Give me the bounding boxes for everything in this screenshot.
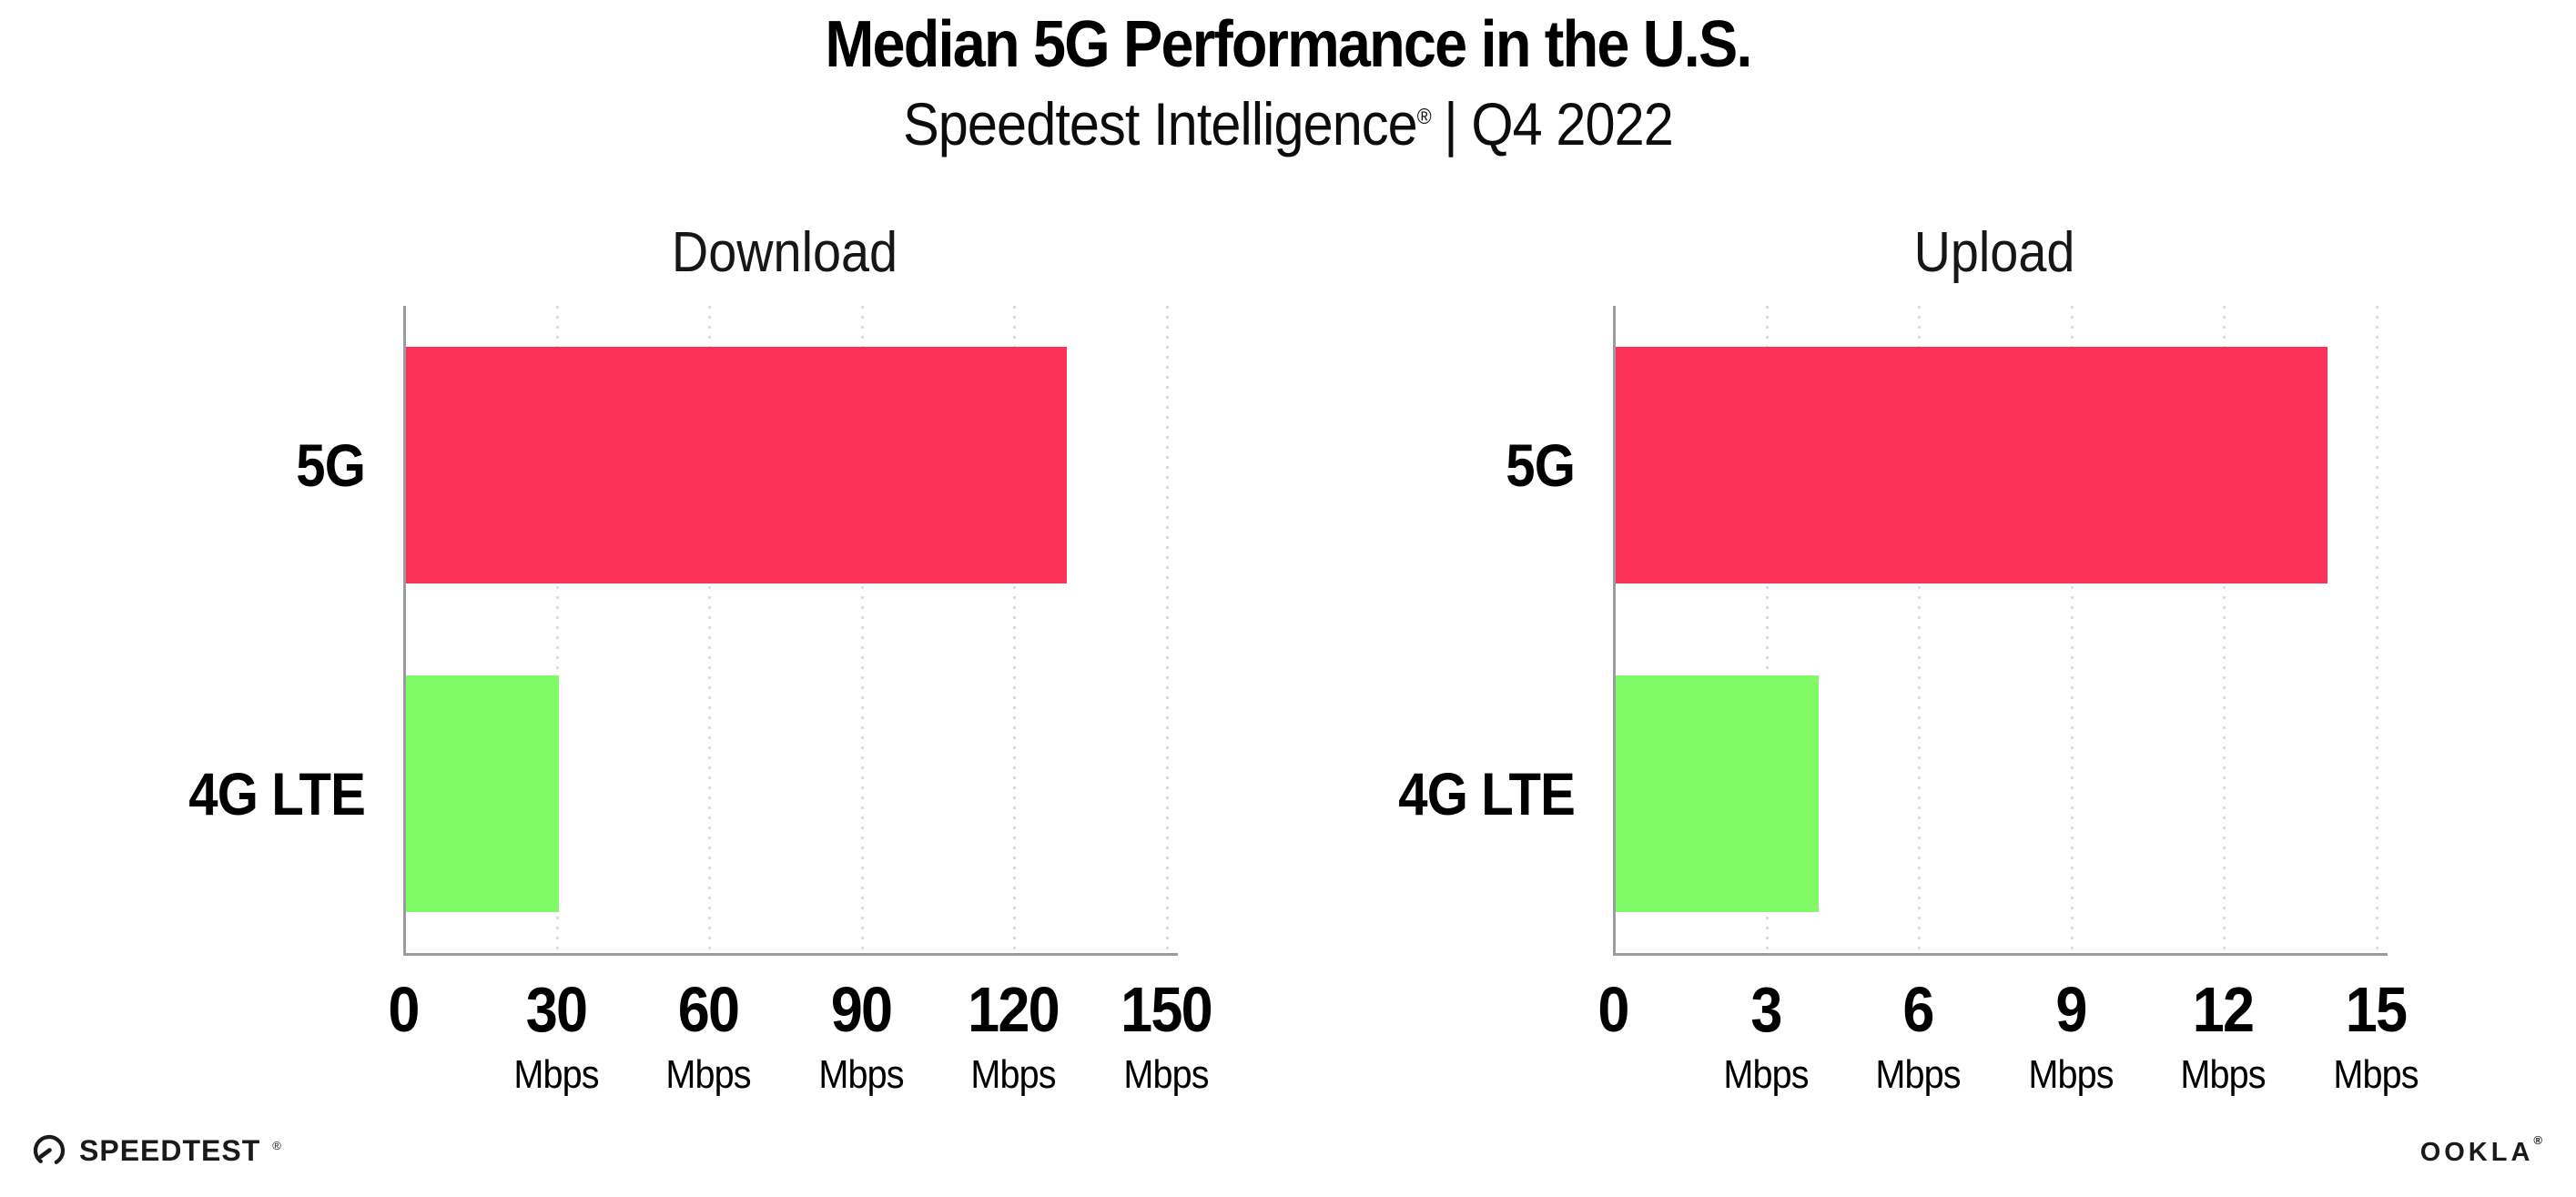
upload-chart-title: Upload xyxy=(1913,221,2075,284)
download-bar-4g-lte xyxy=(406,675,559,912)
x-tick-value: 0 xyxy=(388,974,420,1045)
x-tick-unit: Mbps xyxy=(1875,1052,1962,1097)
x-tick-value: 0 xyxy=(1597,974,1629,1045)
upload-gridline-12 xyxy=(2223,306,2226,953)
speedtest-logo: SPEEDTEST ® xyxy=(31,1132,281,1169)
download-x-tick-30: 30 Mbps xyxy=(466,978,646,1098)
x-tick-unit: Mbps xyxy=(2028,1052,2114,1097)
upload-x-tick-9: 9 Mbps xyxy=(1981,978,2161,1098)
x-tick-unit: Mbps xyxy=(2333,1052,2419,1097)
download-x-tick-0: 0 xyxy=(313,978,493,1041)
registered-mark: ® xyxy=(1416,105,1432,129)
x-tick-value: 12 xyxy=(2193,974,2255,1045)
speedtest-wordmark: SPEEDTEST xyxy=(79,1134,261,1167)
x-tick-unit: Mbps xyxy=(512,1052,599,1097)
x-tick-value: 3 xyxy=(1749,974,1782,1045)
x-tick-unit: Mbps xyxy=(665,1052,752,1097)
x-tick-value: 150 xyxy=(1121,974,1213,1045)
x-tick-value: 60 xyxy=(677,974,740,1045)
subtitle-brand: Speedtest Intelligence xyxy=(903,90,1418,157)
download-x-tick-150: 150 Mbps xyxy=(1076,978,1256,1098)
upload-x-tick-12: 12 Mbps xyxy=(2133,978,2313,1098)
x-tick-unit: Mbps xyxy=(1722,1052,1809,1097)
upload-x-tick-0: 0 xyxy=(1523,978,1703,1041)
ookla-wordmark: OOKLA xyxy=(2419,1138,2534,1167)
download-plot-area xyxy=(403,306,1178,956)
subtitle-period: | Q4 2022 xyxy=(1444,90,1674,157)
x-tick-value: 30 xyxy=(525,974,587,1045)
upload-bar-4g-lte xyxy=(1616,675,1819,912)
download-gridline-30 xyxy=(555,306,559,953)
speedtest-gauge-icon xyxy=(33,1134,66,1167)
x-tick-unit: Mbps xyxy=(818,1052,904,1097)
ookla-registered-mark: ® xyxy=(2533,1133,2546,1147)
upload-gridline-15 xyxy=(2376,306,2378,953)
download-gridline-90 xyxy=(860,306,864,953)
upload-category-label: 5G xyxy=(1506,431,1576,499)
x-tick-unit: Mbps xyxy=(2180,1052,2267,1097)
download-x-tick-60: 60 Mbps xyxy=(618,978,798,1098)
upload-gridline-6 xyxy=(1918,306,1922,953)
x-tick-value: 15 xyxy=(2345,974,2408,1045)
download-x-tick-90: 90 Mbps xyxy=(771,978,951,1098)
speedtest-registered-mark: ® xyxy=(272,1138,281,1152)
download-bar-5g xyxy=(406,347,1067,583)
x-tick-value: 6 xyxy=(1902,974,1935,1045)
ookla-logo: OOKLA® xyxy=(2419,1134,2546,1167)
upload-bar-5g xyxy=(1616,347,2328,583)
upload-x-tick-3: 3 Mbps xyxy=(1676,978,1856,1098)
download-x-tick-120: 120 Mbps xyxy=(923,978,1103,1098)
upload-gridline-3 xyxy=(1765,306,1769,953)
x-tick-value: 120 xyxy=(968,974,1061,1045)
upload-category-label: 4G LTE xyxy=(1398,760,1576,827)
upload-gridline-9 xyxy=(2070,306,2074,953)
download-gridline-60 xyxy=(708,306,712,953)
download-gridline-150 xyxy=(1166,306,1169,953)
upload-x-tick-15: 15 Mbps xyxy=(2286,978,2466,1098)
main-title: Median 5G Performance in the U.S. xyxy=(825,8,1752,81)
upload-plot-area xyxy=(1613,306,2388,956)
download-category-label: 4G LTE xyxy=(188,760,366,827)
subtitle: Speedtest Intelligence® | Q4 2022 xyxy=(129,89,2448,158)
x-tick-value: 90 xyxy=(830,974,893,1045)
download-chart-title: Download xyxy=(671,221,898,284)
upload-x-tick-6: 6 Mbps xyxy=(1828,978,2008,1098)
x-tick-unit: Mbps xyxy=(1123,1052,1209,1097)
download-category-label: 5G xyxy=(296,431,366,499)
download-gridline-120 xyxy=(1013,306,1017,953)
x-tick-unit: Mbps xyxy=(970,1052,1057,1097)
x-tick-value: 9 xyxy=(2055,974,2087,1045)
